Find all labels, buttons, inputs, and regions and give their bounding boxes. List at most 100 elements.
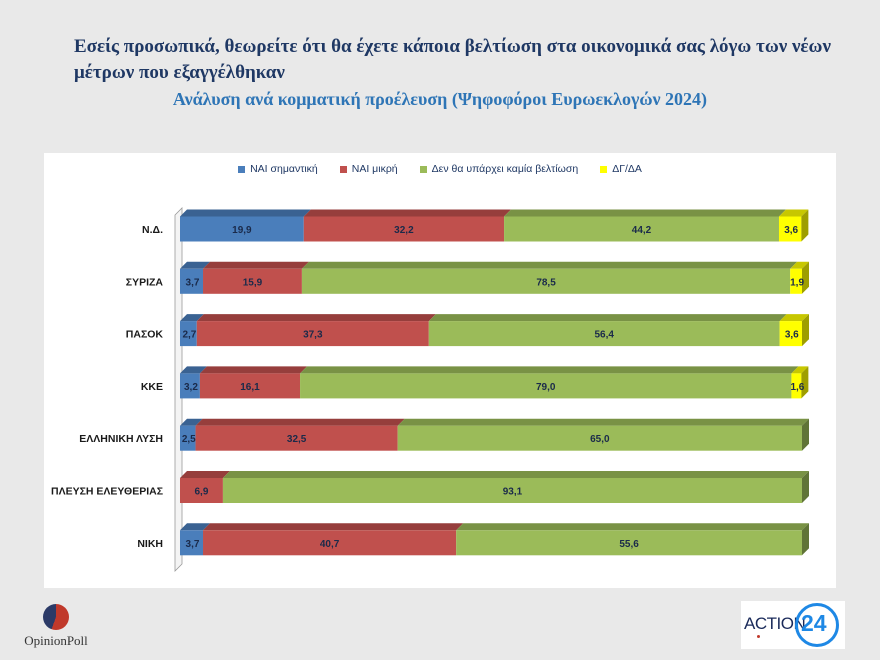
data-label: 2,5 [182, 434, 196, 445]
bar-segment [428, 321, 780, 347]
bar-segment [504, 216, 779, 242]
data-label: 3,2 [184, 382, 198, 393]
bar-top-face [779, 314, 809, 322]
data-label: 3,6 [785, 330, 799, 341]
bar-top-face [778, 209, 809, 217]
bar-top-face [199, 366, 308, 374]
bar-segment [790, 268, 802, 294]
data-label: 56,4 [594, 330, 614, 341]
bar-top-face [790, 261, 809, 269]
chart-area: ΝΑΙ σημαντική ΝΑΙ μικρή Δεν θα υπάρχει καμ… [44, 153, 836, 588]
data-label: 40,7 [320, 539, 340, 550]
bar-side-face [802, 261, 809, 294]
bar-segment [203, 530, 457, 556]
data-label: 55,6 [619, 539, 639, 550]
bar-top-face [301, 261, 798, 269]
bar-segment [180, 216, 304, 242]
bar-side-face [801, 209, 809, 242]
data-label: 79,0 [536, 382, 556, 393]
bar-segment [196, 321, 429, 347]
legend-swatch [419, 165, 427, 173]
bar-top-face [180, 261, 211, 269]
bar-side-face [802, 523, 809, 556]
category-label: ΠΛΕΥΣΗ ΕΛΕΥΘΕΡΙΑΣ [51, 486, 163, 498]
opinionpoll-logo-icon [43, 604, 69, 630]
action24-logo: ACTION 24 [741, 601, 845, 649]
legend-label: ΔΓ/ΔΑ [612, 163, 642, 175]
action24-logo-text: ACTION [744, 614, 806, 633]
action24-logo-number: 24 [801, 610, 827, 636]
category-label: ΠΑΣΟΚ [126, 329, 164, 341]
bar-top-face [180, 418, 203, 426]
bar-segment [199, 373, 301, 399]
legend-item: ΝΑΙ σημαντική [238, 163, 318, 175]
bar-top-face [300, 366, 799, 374]
bar-segment [180, 425, 196, 451]
bar-segment [301, 268, 791, 294]
bar-side-face [802, 418, 809, 451]
bar-side-face [802, 471, 809, 503]
bar-top-face [180, 471, 230, 478]
chart-subtitle: Ανάλυση ανά κομματική προέλευση (Ψηφοφόρ… [172, 89, 708, 109]
chart-title: Εσείς προσωπικά, θεωρείτε ότι θα έχετε κ… [74, 36, 831, 83]
chart-legend: ΝΑΙ σημαντική ΝΑΙ μικρή Δεν θα υπάρχει καμ… [44, 163, 836, 175]
bar-segment [180, 373, 200, 399]
data-label: 44,2 [632, 225, 652, 236]
bar-top-face [180, 523, 211, 531]
legend-label: ΝΑΙ μικρή [351, 163, 398, 175]
legend-swatch [339, 165, 347, 173]
legend-item: ΔΓ/ΔΑ [600, 163, 642, 175]
bar-top-face [303, 209, 512, 217]
bar-segment [456, 530, 802, 556]
bar-top-face [504, 209, 786, 217]
bar-top-face [196, 314, 436, 322]
data-label: 3,6 [784, 225, 798, 236]
data-label: 65,0 [590, 434, 610, 445]
data-label: 2,7 [182, 330, 196, 341]
data-label: 6,9 [195, 487, 209, 498]
action24-logo-ring [795, 603, 839, 647]
action24-logo-dot [757, 635, 760, 638]
bar-top-face [428, 314, 787, 322]
category-label: ΕΛΛΗΝΙΚΗ ΛΥΣΗ [79, 433, 163, 445]
bar-top-face [456, 523, 809, 531]
data-label: 32,5 [287, 434, 307, 445]
legend-item: Δεν θα υπάρχει καμία βελτίωση [419, 163, 579, 175]
bar-segment [222, 478, 803, 503]
bar-segment [180, 268, 204, 294]
bar-segment [779, 321, 802, 347]
stacked-bar-chart: Ν.Δ. 19,9 32,2 44,2 3,6 ΣΥΡΙΖΑ 3,7 15,9 78,5 1,9 Π… [51, 207, 810, 572]
bar-top-face [203, 261, 309, 269]
bar-segment [195, 425, 398, 451]
data-label: 3,7 [186, 539, 200, 550]
legend-item: ΝΑΙ μικρή [339, 163, 398, 175]
data-label: 1,6 [790, 382, 804, 393]
bar-top-face [195, 418, 405, 426]
data-label: 37,3 [303, 330, 323, 341]
data-label: 16,1 [240, 382, 260, 393]
data-label: 19,9 [232, 225, 252, 236]
opinionpoll-logo: OpinionPoll [14, 600, 98, 654]
bar-segment [180, 321, 197, 347]
legend-label: Δεν θα υπάρχει καμία βελτίωση [431, 163, 579, 175]
legend-swatch [238, 165, 246, 173]
bar-top-face [222, 471, 810, 478]
category-label: ΚΚΕ [141, 381, 163, 393]
bar-side-face [802, 314, 809, 347]
bar-side-face [801, 366, 809, 399]
bar-top-face [180, 209, 311, 217]
bar-segment [180, 530, 204, 556]
data-label: 78,5 [536, 277, 556, 288]
data-label: 1,9 [790, 277, 804, 288]
bar-segment [203, 268, 302, 294]
bar-top-face [180, 314, 204, 322]
bar-top-face [203, 523, 464, 531]
category-label: ΣΥΡΙΖΑ [126, 276, 164, 288]
bar-segment [180, 478, 223, 503]
data-label: 93,1 [503, 487, 523, 498]
bar-top-face [397, 418, 809, 426]
data-label: 15,9 [243, 277, 263, 288]
legend-swatch [600, 165, 608, 173]
category-label: ΝΙΚΗ [137, 538, 163, 550]
opinionpoll-logo-text: OpinionPoll [24, 633, 88, 648]
